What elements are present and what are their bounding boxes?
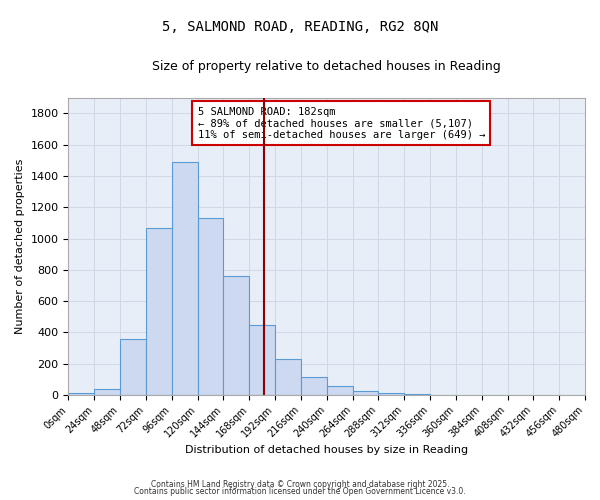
- Bar: [172, 162, 197, 395]
- Bar: [249, 326, 275, 395]
- X-axis label: Distribution of detached houses by size in Reading: Distribution of detached houses by size …: [185, 445, 468, 455]
- Text: 5 SALMOND ROAD: 182sqm
← 89% of detached houses are smaller (5,107)
11% of semi-: 5 SALMOND ROAD: 182sqm ← 89% of detached…: [197, 106, 485, 140]
- Bar: [120, 338, 146, 395]
- Bar: [68, 392, 94, 395]
- Bar: [327, 386, 353, 395]
- Bar: [404, 394, 430, 395]
- Bar: [353, 391, 379, 395]
- Bar: [379, 392, 404, 395]
- Y-axis label: Number of detached properties: Number of detached properties: [15, 158, 25, 334]
- Bar: [301, 377, 327, 395]
- Text: Contains HM Land Registry data © Crown copyright and database right 2025.: Contains HM Land Registry data © Crown c…: [151, 480, 449, 489]
- Title: Size of property relative to detached houses in Reading: Size of property relative to detached ho…: [152, 60, 501, 73]
- Bar: [197, 218, 223, 395]
- Bar: [146, 228, 172, 395]
- Text: Contains public sector information licensed under the Open Government Licence v3: Contains public sector information licen…: [134, 487, 466, 496]
- Bar: [275, 359, 301, 395]
- Bar: [223, 276, 249, 395]
- Text: 5, SALMOND ROAD, READING, RG2 8QN: 5, SALMOND ROAD, READING, RG2 8QN: [162, 20, 438, 34]
- Bar: [94, 390, 120, 395]
